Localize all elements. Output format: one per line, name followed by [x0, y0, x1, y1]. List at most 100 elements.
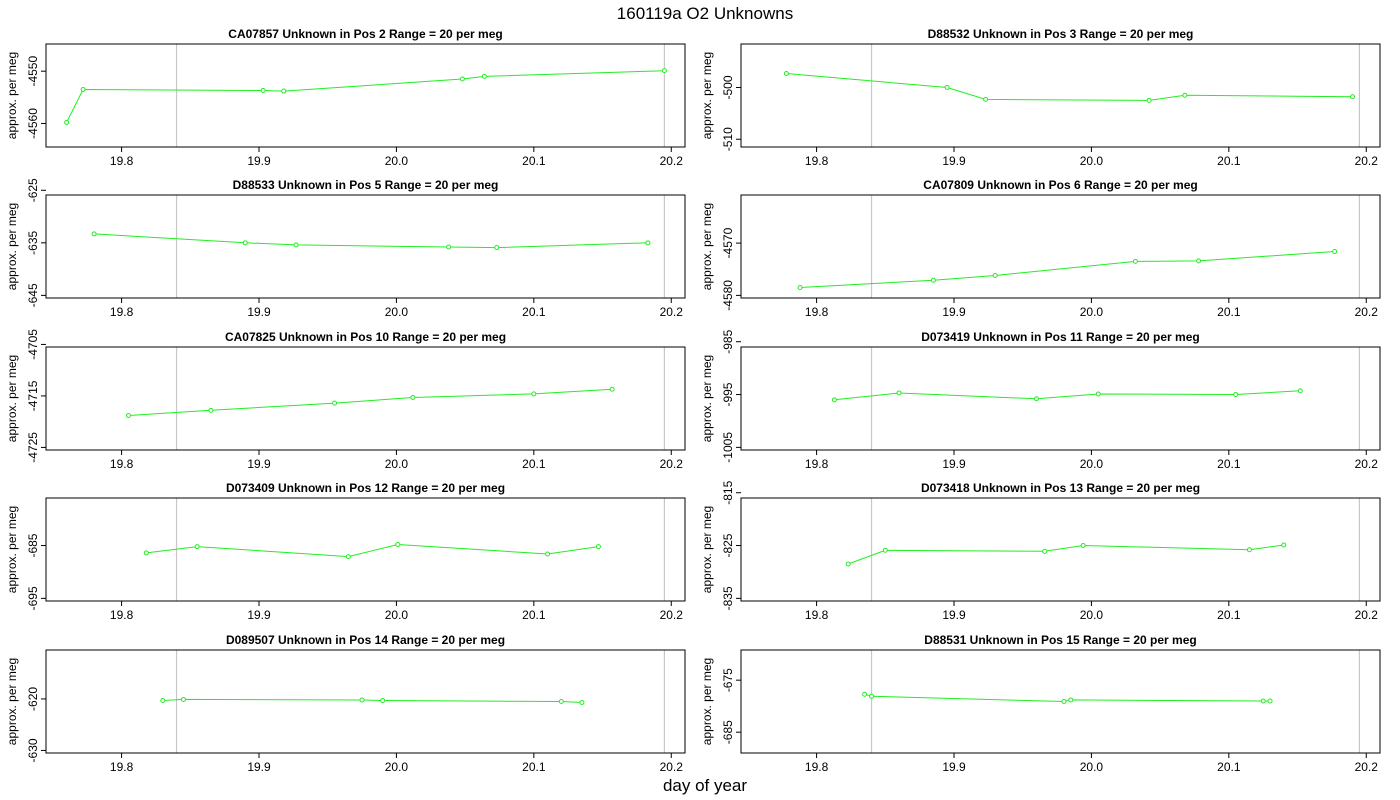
data-point — [380, 697, 386, 703]
x-tick-label: 20.0 — [1080, 457, 1104, 471]
x-tick-label: 20.0 — [385, 760, 409, 774]
data-point — [459, 76, 465, 82]
y-tick-label: -4725 — [26, 432, 40, 463]
panel-3: D88533 Unknown in Pos 5 Range = 20 per m… — [5, 178, 686, 319]
panel-1: CA07857 Unknown in Pos 2 Range = 20 per … — [5, 27, 686, 168]
x-tick-label: 19.8 — [110, 608, 134, 622]
x-tick-label: 20.1 — [522, 154, 546, 168]
y-tick-label: -620 — [26, 687, 40, 711]
data-point — [345, 554, 351, 560]
data-point — [1332, 248, 1338, 254]
panel-6: D073419 Unknown in Pos 11 Range = 20 per… — [700, 329, 1381, 471]
x-tick-label: 20.2 — [660, 760, 684, 774]
data-point — [1042, 548, 1048, 554]
y-tick-label: -695 — [26, 586, 40, 610]
y-axis-label: approx. per meg — [5, 355, 19, 442]
y-axis-label: approx. per meg — [5, 658, 19, 745]
data-point — [579, 700, 585, 706]
x-tick-label: 20.2 — [1355, 608, 1379, 622]
panel-title: D073418 Unknown in Pos 13 Range = 20 per… — [921, 481, 1200, 495]
x-tick-label: 20.2 — [1355, 154, 1379, 168]
plot-frame — [740, 649, 1381, 754]
data-point — [983, 96, 989, 102]
x-tick-label: 19.8 — [110, 305, 134, 319]
data-point — [242, 240, 248, 246]
x-tick-label: 20.2 — [1355, 760, 1379, 774]
x-tick-label: 19.8 — [110, 457, 134, 471]
data-point — [1068, 697, 1074, 703]
data-point — [645, 240, 651, 246]
plot-frame — [45, 194, 686, 299]
x-tick-label: 20.0 — [1080, 305, 1104, 319]
x-tick-label: 19.8 — [110, 760, 134, 774]
data-point — [531, 391, 537, 397]
series-line — [848, 544, 1284, 565]
series-line — [864, 693, 1271, 703]
y-axis-label: approx. per meg — [5, 203, 19, 290]
plot-frame — [740, 497, 1381, 602]
panel-title: D88531 Unknown in Pos 15 Range = 20 per … — [924, 633, 1196, 647]
panel-title: CA07825 Unknown in Pos 10 Range = 20 per… — [225, 330, 506, 344]
x-tick-label: 20.1 — [1217, 154, 1241, 168]
panel-4: CA07809 Unknown in Pos 6 Range = 20 per … — [700, 178, 1381, 319]
data-point — [545, 551, 551, 557]
panel-7: D073409 Unknown in Pos 12 Range = 20 per… — [5, 481, 686, 622]
series-line — [800, 251, 1335, 288]
data-point — [944, 84, 950, 90]
y-axis-label: approx. per meg — [5, 52, 19, 139]
plot-frame — [740, 194, 1381, 299]
plot-frame — [45, 43, 686, 148]
y-tick-label: -625 — [26, 178, 40, 202]
panel-title: D073409 Unknown in Pos 12 Range = 20 per… — [226, 481, 505, 495]
y-tick-label: -985 — [721, 329, 735, 353]
data-point — [930, 277, 936, 283]
y-tick-label: -685 — [721, 720, 735, 744]
x-tick-label: 20.0 — [385, 608, 409, 622]
x-tick-label: 19.8 — [110, 154, 134, 168]
panel-9: D089507 Unknown in Pos 14 Range = 20 per… — [5, 633, 686, 774]
x-tick-label: 19.9 — [942, 608, 966, 622]
y-tick-label: -4715 — [26, 380, 40, 411]
series-line — [786, 73, 1353, 101]
data-point — [446, 244, 452, 250]
x-tick-label: 19.9 — [942, 305, 966, 319]
figure-x-label: day of year — [663, 776, 747, 795]
x-tick-label: 20.1 — [1217, 608, 1241, 622]
y-tick-label: -835 — [721, 586, 735, 610]
y-tick-label: -4550 — [26, 56, 40, 87]
y-tick-label: -685 — [26, 533, 40, 557]
data-point — [862, 691, 868, 697]
y-axis-label: approx. per meg — [700, 203, 714, 290]
x-tick-label: 20.0 — [385, 457, 409, 471]
data-point — [332, 400, 338, 406]
data-point — [1196, 258, 1202, 264]
plot-frame — [740, 346, 1381, 451]
x-tick-label: 20.0 — [1080, 760, 1104, 774]
data-point — [869, 693, 875, 699]
x-tick-label: 19.9 — [942, 760, 966, 774]
data-point — [783, 71, 789, 77]
data-point — [992, 273, 998, 279]
y-tick-label: -510 — [721, 127, 735, 151]
data-point — [494, 245, 500, 251]
x-tick-label: 19.9 — [942, 154, 966, 168]
y-axis-label: approx. per meg — [700, 52, 714, 139]
data-point — [1061, 699, 1067, 704]
x-tick-label: 19.8 — [805, 305, 829, 319]
y-tick-label: -825 — [721, 533, 735, 557]
data-point — [80, 86, 86, 92]
data-point — [1246, 547, 1252, 553]
data-point — [845, 561, 851, 567]
data-point — [1233, 392, 1239, 398]
x-tick-label: 20.1 — [522, 760, 546, 774]
data-point — [609, 386, 615, 392]
panel-5: CA07825 Unknown in Pos 10 Range = 20 per… — [5, 329, 686, 471]
panel-title: D073419 Unknown in Pos 11 Range = 20 per… — [921, 330, 1199, 344]
y-tick-label: -675 — [721, 668, 735, 692]
panel-8: D073418 Unknown in Pos 13 Range = 20 per… — [700, 480, 1381, 622]
x-tick-label: 20.1 — [1217, 760, 1241, 774]
data-point — [1182, 92, 1188, 98]
y-axis-label: approx. per meg — [700, 506, 714, 593]
y-tick-label: -4580 — [721, 280, 735, 311]
